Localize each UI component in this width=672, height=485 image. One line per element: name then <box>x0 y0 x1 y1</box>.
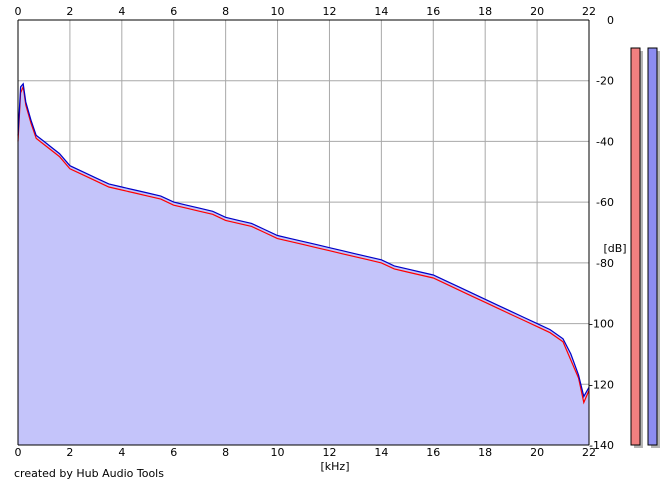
x-tick-label-top: 22 <box>582 5 596 18</box>
spectrum-fill-area <box>18 83 589 446</box>
y-tick-label: -40 <box>596 135 614 148</box>
x-tick-label-bottom: 4 <box>118 446 125 459</box>
x-tick-label-bottom: 10 <box>271 446 285 459</box>
x-tick-label-top: 2 <box>66 5 73 18</box>
spectrum-fill <box>18 83 589 446</box>
x-tick-label-bottom: 16 <box>426 446 440 459</box>
x-tick-label-bottom: 8 <box>222 446 229 459</box>
y-tick-label: 0 <box>607 14 614 27</box>
x-tick-label-bottom: 14 <box>374 446 388 459</box>
level-meter-left <box>630 47 641 446</box>
x-tick-label-top: 0 <box>15 5 22 18</box>
level-meter-right <box>647 47 658 446</box>
credit-text: created by Hub Audio Tools <box>14 467 164 480</box>
x-tick-label-top: 10 <box>271 5 285 18</box>
x-tick-label-bottom: 12 <box>322 446 336 459</box>
tick-labels: 002244668810101212141416161818202022220-… <box>15 5 615 459</box>
x-tick-label-top: 18 <box>478 5 492 18</box>
x-tick-label-top: 20 <box>530 5 544 18</box>
x-tick-label-bottom: 22 <box>582 446 596 459</box>
x-tick-label-top: 16 <box>426 5 440 18</box>
x-tick-label-bottom: 18 <box>478 446 492 459</box>
x-tick-label-bottom: 2 <box>66 446 73 459</box>
series-line-right <box>17 82 590 399</box>
x-tick-label-top: 14 <box>374 5 388 18</box>
x-tick-label-top: 8 <box>222 5 229 18</box>
y-axis-label: [dB] <box>603 242 626 255</box>
x-tick-label-bottom: 0 <box>15 446 22 459</box>
x-tick-label-bottom: 20 <box>530 446 544 459</box>
x-tick-label-bottom: 6 <box>170 446 177 459</box>
series-lines <box>17 82 590 405</box>
x-axis-label: [kHz] <box>321 460 350 473</box>
y-tick-label: -100 <box>589 318 614 331</box>
axes <box>17 19 590 446</box>
x-tick-label-top: 6 <box>170 5 177 18</box>
y-tick-label: -20 <box>596 75 614 88</box>
y-tick-label: -140 <box>589 439 614 452</box>
level-meters <box>630 47 660 448</box>
x-tick-label-top: 12 <box>322 5 336 18</box>
series-line-left <box>17 84 590 405</box>
x-tick-label-top: 4 <box>118 5 125 18</box>
y-tick-label: -80 <box>596 257 614 270</box>
y-tick-label: -120 <box>589 378 614 391</box>
y-tick-label: -60 <box>596 196 614 209</box>
